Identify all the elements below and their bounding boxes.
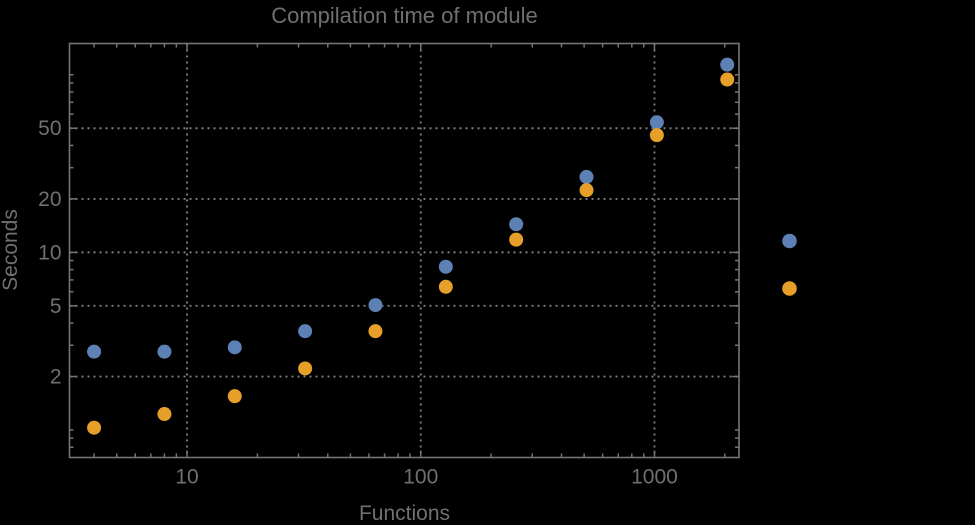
data-point-blue-series — [579, 169, 594, 184]
data-point-blue-series — [298, 324, 313, 339]
x-tick-label: 10 — [175, 466, 198, 489]
data-point-orange-series — [157, 407, 172, 422]
data-point-orange-series — [438, 279, 453, 294]
data-point-blue-series — [649, 115, 664, 130]
data-point-blue-series — [227, 340, 242, 355]
x-tick-label: 1000 — [631, 466, 678, 489]
x-axis-label: Functions — [358, 502, 451, 525]
data-point-orange-series — [227, 389, 242, 404]
y-axis-label: Seconds — [0, 209, 22, 291]
x-tick-label: 100 — [403, 466, 438, 489]
data-point-orange-series — [368, 324, 383, 339]
data-point-orange-series — [579, 183, 594, 198]
data-point-blue-series — [720, 57, 735, 72]
y-tick-label: 50 — [38, 117, 61, 140]
data-point-blue-series — [368, 298, 383, 313]
y-tick-label: 20 — [38, 188, 61, 211]
plot-frame — [68, 42, 740, 459]
data-point-blue-series — [87, 344, 102, 359]
data-point-orange-series — [720, 72, 735, 87]
data-point-orange-series — [298, 361, 313, 376]
data-point-orange-series — [509, 232, 524, 247]
chart-title: Compilation time of module — [271, 3, 538, 28]
data-point-blue-series — [157, 344, 172, 359]
data-point-blue-series — [438, 259, 453, 274]
data-point-orange-series — [87, 420, 102, 435]
legend-marker-orange-series — [782, 281, 797, 296]
data-point-orange-series — [649, 128, 664, 143]
y-tick-label: 2 — [50, 366, 62, 389]
data-point-blue-series — [509, 217, 524, 232]
y-tick-label: 5 — [50, 295, 62, 318]
legend-marker-blue-series — [782, 233, 797, 249]
y-tick-label: 10 — [38, 241, 61, 264]
